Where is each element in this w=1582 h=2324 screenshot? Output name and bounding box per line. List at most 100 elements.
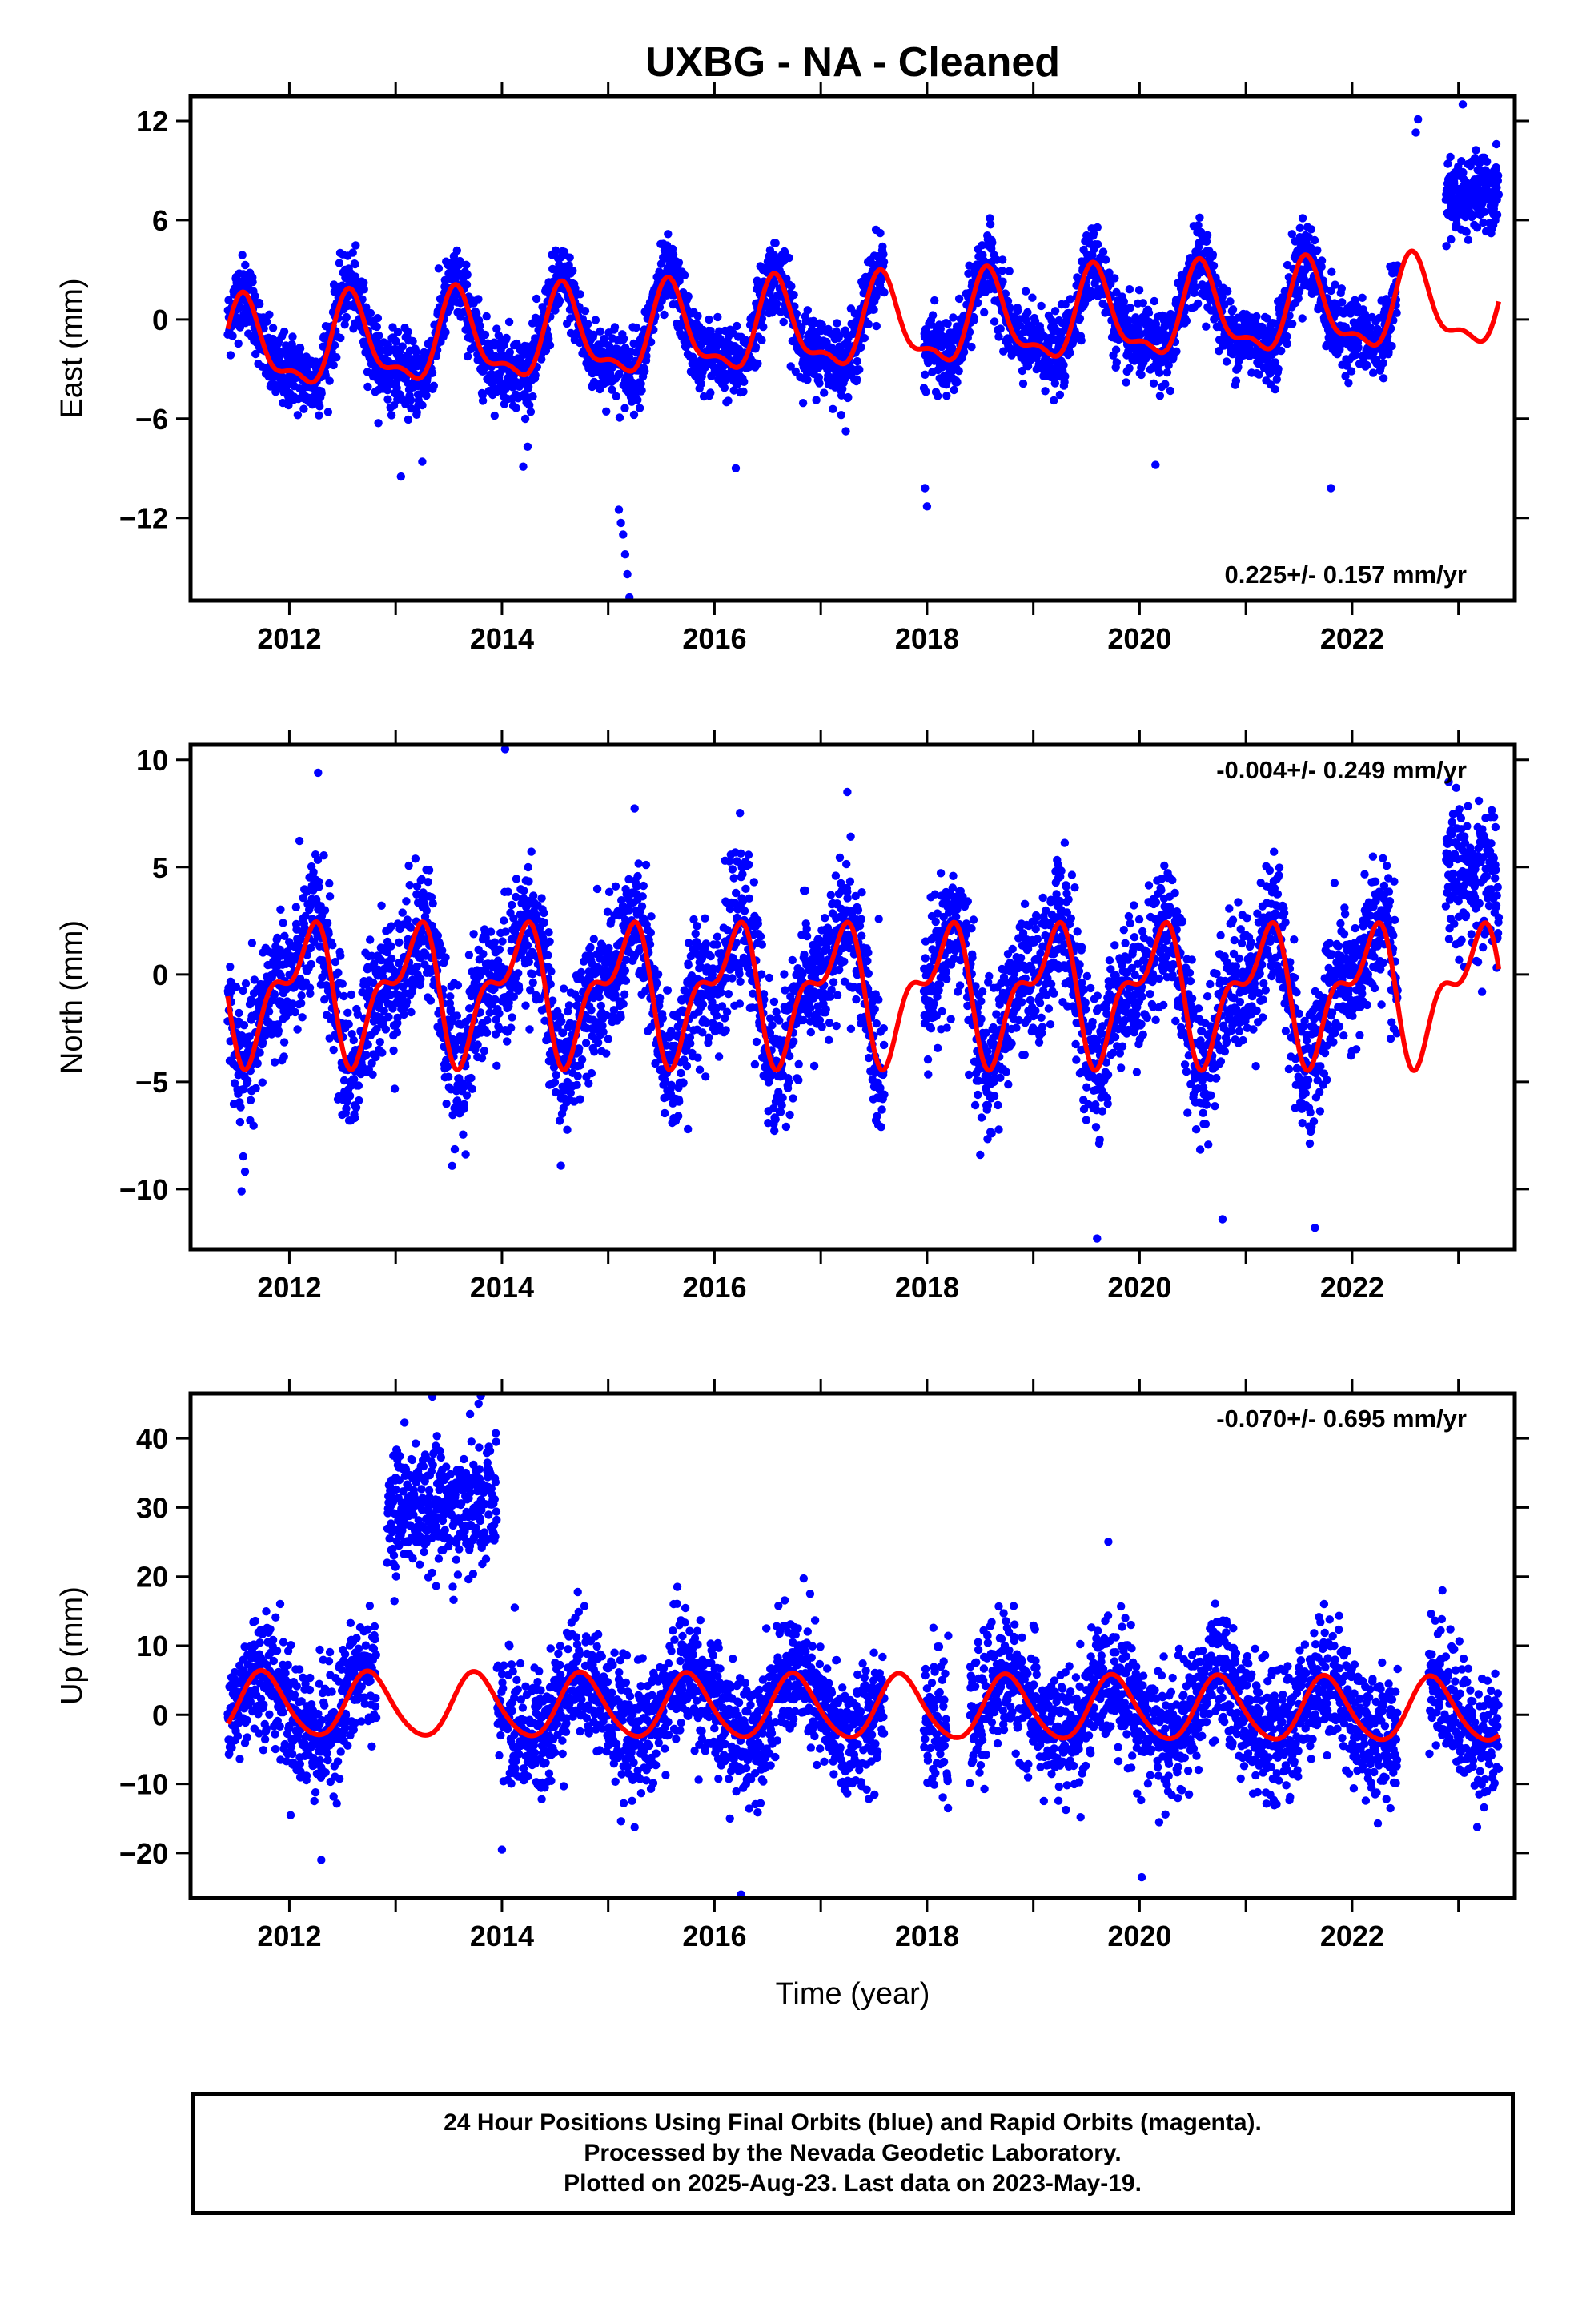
observation-point (330, 340, 339, 350)
observation-point (368, 1070, 377, 1080)
observation-point (934, 392, 942, 400)
observation-point (351, 1113, 359, 1123)
observation-point (921, 388, 930, 396)
observation-point (1161, 380, 1170, 388)
observation-point (392, 1028, 402, 1037)
observation-point (786, 362, 795, 371)
observation-point (1162, 368, 1172, 377)
observation-point (478, 396, 488, 405)
observation-point (279, 327, 289, 336)
observation-point (950, 385, 958, 395)
observation-point (1125, 285, 1134, 294)
outlier-point (731, 464, 741, 472)
observation-point (405, 881, 414, 890)
observation-point (398, 908, 407, 917)
observation-point (406, 396, 416, 404)
observation-point (441, 328, 450, 336)
observation-point (1337, 284, 1347, 293)
observation-point (589, 330, 598, 340)
observation-point (359, 279, 368, 287)
observation-point (279, 1038, 289, 1047)
observation-point (980, 308, 989, 317)
observation-point (422, 907, 431, 915)
observation-point (812, 396, 821, 404)
observation-point (351, 259, 359, 269)
observation-point (293, 1025, 302, 1034)
observation-point (565, 253, 574, 262)
observation-point (1018, 379, 1028, 388)
observation-point (476, 321, 484, 330)
observation-point (525, 400, 534, 409)
observation-point (239, 1021, 249, 1030)
observation-point (1155, 368, 1164, 377)
observation-point (315, 411, 323, 420)
observation-point (332, 353, 341, 362)
observation-point (1050, 307, 1060, 316)
observation-point (615, 369, 624, 379)
observation-point (249, 1121, 258, 1130)
observation-point (733, 321, 741, 331)
observation-point (1023, 308, 1032, 317)
observation-point (234, 339, 243, 348)
observation-point (1310, 235, 1319, 245)
observation-point (264, 1007, 274, 1016)
observation-point (532, 294, 541, 304)
x-tick-label: 2012 (257, 622, 321, 655)
observation-point (739, 387, 748, 396)
observation-point (463, 270, 472, 279)
observation-point (1358, 293, 1367, 302)
observation-point (255, 300, 264, 308)
observation-point (228, 332, 237, 340)
observation-point (798, 399, 808, 408)
observation-point (1379, 359, 1388, 368)
observation-point (251, 292, 259, 300)
observation-point (1055, 390, 1065, 400)
outlier-point (1151, 460, 1160, 469)
observation-point (1226, 297, 1235, 306)
observation-point (450, 1144, 460, 1154)
observation-point (422, 391, 431, 400)
observation-point (348, 248, 357, 257)
observation-point (576, 290, 584, 299)
observation-point (646, 337, 656, 347)
observation-point (833, 319, 841, 328)
observation-point (319, 851, 328, 860)
observation-point (315, 883, 323, 891)
observation-point (235, 1008, 243, 1018)
observation-point (307, 959, 315, 969)
observation-point (869, 305, 878, 314)
observation-point (363, 382, 372, 392)
observation-point (387, 942, 396, 951)
observation-point (785, 253, 793, 263)
observation-point (1464, 235, 1473, 244)
observation-point (1209, 261, 1219, 271)
observation-point (240, 1167, 250, 1176)
observation-point (551, 306, 560, 315)
observation-point (1298, 214, 1307, 223)
observation-point (837, 411, 845, 420)
observation-point (462, 280, 472, 289)
observation-point (612, 392, 620, 400)
x-tick-label: 2020 (1107, 622, 1171, 655)
observation-point (959, 348, 969, 356)
observation-point (472, 309, 481, 318)
observation-point (797, 323, 806, 332)
observation-point (268, 324, 278, 332)
observation-point (657, 296, 666, 305)
observation-point (706, 388, 715, 397)
observation-point (1041, 387, 1050, 396)
observation-point (664, 230, 673, 239)
observation-point (1077, 336, 1086, 345)
observation-point (1313, 246, 1322, 255)
observation-point (512, 404, 520, 412)
observation-point (1138, 299, 1148, 308)
observation-point (265, 310, 274, 319)
outlier-point (616, 518, 625, 528)
observation-point (393, 328, 403, 336)
observation-point (1125, 364, 1134, 372)
observation-point (504, 317, 514, 327)
observation-point (428, 899, 437, 908)
observation-point (789, 290, 798, 300)
observation-point (829, 404, 837, 413)
